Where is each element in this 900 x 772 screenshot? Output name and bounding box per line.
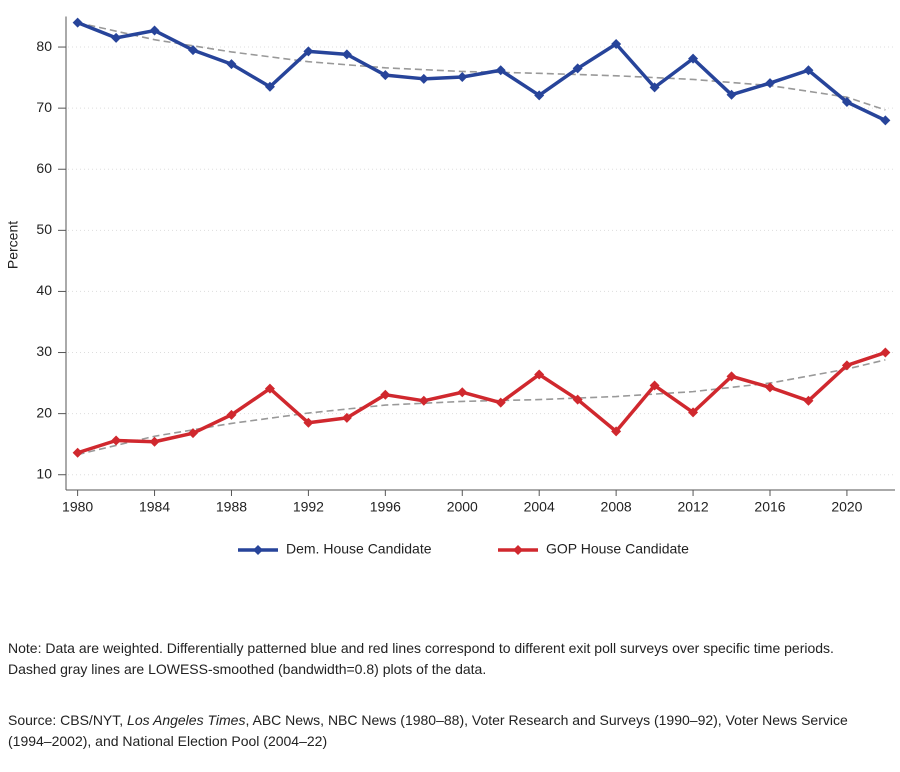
marker: [380, 70, 391, 81]
marker: [341, 412, 352, 423]
marker: [380, 389, 391, 400]
x-tick-label: 2020: [831, 499, 862, 515]
x-tick-label: 2000: [447, 499, 478, 515]
y-tick-label: 40: [36, 282, 52, 298]
marker: [880, 115, 891, 126]
x-tick-label: 1988: [216, 499, 247, 515]
series-line: [77, 350, 886, 455]
x-tick-label: 2016: [754, 499, 785, 515]
marker: [341, 49, 352, 60]
marker: [534, 369, 545, 380]
marker: [572, 394, 583, 405]
marker: [264, 81, 275, 92]
x-tick-label: 2008: [601, 499, 632, 515]
marker: [611, 38, 622, 49]
marker: [572, 63, 583, 74]
marker: [495, 397, 506, 408]
y-tick-label: 30: [36, 343, 52, 359]
chart: Percent 10 20 30 40 50 60 70 80 1980 1984 1988 1992…: [5, 16, 895, 557]
marker: [264, 383, 275, 394]
legend-label: GOP House Candidate: [546, 541, 689, 557]
marker: [688, 407, 699, 418]
marker: [726, 89, 737, 100]
y-tick-label: 80: [36, 38, 52, 54]
marker: [188, 45, 199, 56]
note: Note: Data are weighted. Differentially …: [8, 640, 834, 677]
marker: [188, 428, 199, 439]
marker: [418, 73, 429, 84]
marker: [649, 380, 660, 391]
marker: [688, 53, 699, 64]
marker: [841, 360, 852, 371]
marker: [72, 447, 83, 458]
marker: [149, 436, 160, 447]
y-tick-label: 20: [36, 404, 52, 420]
legend-label: Dem. House Candidate: [286, 541, 432, 557]
marker: [649, 82, 660, 93]
marker: [457, 387, 468, 398]
x-tick-label: 1980: [62, 499, 93, 515]
source-text: , ABC News, NBC News (1980–88), Voter Re…: [8, 712, 848, 749]
y-tick-label: 60: [36, 160, 52, 176]
marker: [303, 417, 314, 428]
y-tick-label: 50: [36, 221, 52, 237]
marker: [111, 32, 122, 43]
source-italic: Los Angeles Times: [127, 712, 246, 728]
marker: [803, 395, 814, 406]
marker: [803, 65, 814, 76]
marker: [880, 347, 891, 358]
marker: [226, 409, 237, 420]
legend-marker: [253, 545, 263, 555]
x-tick-label: 2012: [677, 499, 708, 515]
series-line: [76, 20, 887, 122]
marker: [72, 17, 83, 28]
x-tick-label: 1996: [370, 499, 401, 515]
marker: [495, 65, 506, 76]
smoothed-line: [77, 359, 886, 456]
marker: [457, 71, 468, 82]
legend-marker: [513, 545, 523, 555]
marker: [841, 97, 852, 108]
marker: [226, 59, 237, 70]
smoothed-line: [77, 21, 886, 111]
source: Source: CBS/NYT, Los Angeles Times, ABC …: [8, 710, 868, 752]
x-tick-label: 1992: [293, 499, 324, 515]
x-tick-label: 1984: [139, 499, 170, 515]
marker: [111, 435, 122, 446]
marker: [726, 371, 737, 382]
marker: [764, 382, 775, 393]
y-axis-label: Percent: [5, 221, 21, 269]
y-tick-label: 70: [36, 99, 52, 115]
marker: [764, 78, 775, 89]
source-text: Source: CBS/NYT,: [8, 712, 124, 728]
y-tick-label: 10: [36, 465, 52, 481]
marker: [303, 46, 314, 57]
marker: [418, 395, 429, 406]
marker: [534, 90, 545, 101]
marker: [149, 25, 160, 36]
marker: [611, 426, 622, 437]
x-tick-label: 2004: [524, 499, 555, 515]
